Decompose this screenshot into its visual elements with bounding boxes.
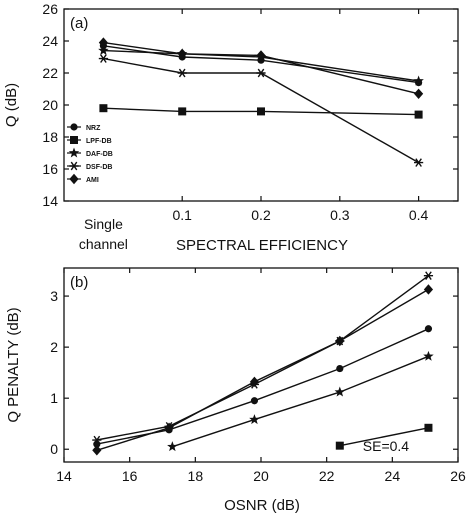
annotation-se: SE=0.4 [363, 438, 410, 454]
data-point-ami [177, 48, 187, 59]
data-point-ami [164, 422, 174, 433]
series-line-lpf-db [339, 427, 429, 447]
series-line-dsf-db [96, 275, 429, 441]
data-point-ami [423, 284, 434, 295]
series-line-daf-db [103, 49, 419, 82]
y-tick-label: 0 [50, 441, 58, 457]
x-tick-label: 14 [56, 468, 72, 484]
data-point-ami [335, 335, 345, 347]
data-point-dsf-db [92, 435, 102, 445]
data-point-dsf-db [98, 54, 108, 63]
panel-label: (b) [70, 274, 88, 291]
data-point-dsf-db [423, 271, 434, 280]
data-point-lpf-db [99, 104, 108, 113]
data-point-daf-db [423, 350, 434, 361]
panel-label: (a) [70, 15, 88, 32]
series-line-lpf-db [103, 107, 419, 116]
legend-marker-nrz [70, 123, 78, 131]
data-point-lpf-db [257, 107, 265, 116]
data-point-ami [92, 445, 102, 456]
x-tick-label: 0.4 [409, 207, 429, 223]
y-tick-label: 24 [42, 33, 58, 49]
x-axis-label: OSNR (dB) [224, 497, 300, 514]
legend-label-lpf-db: LPF-DB [86, 138, 112, 145]
data-point-daf-db [167, 441, 178, 452]
x-tick-label: 20 [253, 468, 269, 484]
x-tick-label: 16 [122, 468, 138, 484]
series-line-nrz [103, 45, 419, 84]
y-tick-label: 26 [42, 1, 58, 17]
legend-label-nrz: NRZ [86, 125, 101, 132]
series-line-ami [103, 41, 419, 95]
x-tick-label: 26 [450, 468, 466, 484]
panel-a-chart: 0.1 0.2 0.3 0.4 14 16 18 20 22 24 26 (a) SPECTRAL EF… [3, 1, 459, 254]
y-tick-label: 1 [50, 390, 58, 406]
x-tick-label: 0.2 [251, 207, 271, 223]
data-point-ami [98, 37, 108, 48]
x-tick-label: 0.1 [172, 207, 192, 223]
legend-label-ami: AMI [86, 177, 99, 184]
y-tick-label: 3 [50, 288, 58, 304]
y-tick-label: 22 [42, 65, 58, 81]
legend-marker-ami [69, 173, 79, 185]
panel-b-chart: 14 16 18 20 22 24 26 0 1 2 3 (b) OSNR (dB) Q PENALTY … [5, 267, 466, 514]
series-line-ami [96, 288, 429, 451]
y-tick-label: 2 [50, 339, 58, 355]
x-tick-label: 18 [188, 468, 204, 484]
legend-marker-lpf-db [70, 136, 78, 144]
data-point-dsf-db [414, 158, 424, 167]
data-point-daf-db [334, 386, 346, 397]
plot-frame [63, 8, 459, 202]
x-axis-label: SPECTRAL EFFICIENCY [176, 237, 348, 254]
y-tick-label: 14 [42, 193, 58, 209]
category-label-single: Single [84, 216, 123, 232]
data-point-ami [256, 50, 266, 61]
x-tick-label: 24 [385, 468, 401, 484]
data-point-daf-db [413, 75, 424, 86]
legend-marker-daf-db [68, 147, 80, 158]
series-line-nrz [96, 328, 429, 445]
data-point-dsf-db [177, 68, 187, 78]
data-point-daf-db [98, 45, 109, 56]
x-tick-label: 0.3 [330, 207, 350, 223]
data-point-nrz [424, 325, 433, 333]
data-point-ami [414, 88, 424, 99]
y-axis-label: Q (dB) [3, 83, 20, 127]
data-point-daf-db [249, 414, 260, 425]
data-point-nrz [336, 364, 344, 373]
series-line-daf-db [172, 355, 429, 448]
data-point-lpf-db [178, 107, 187, 116]
legend-label-daf-db: DAF-DB [86, 151, 113, 158]
series-line-dsf-db [103, 57, 419, 164]
data-point-lpf-db [414, 110, 423, 119]
legend-marker-dsf-db [69, 161, 79, 171]
y-tick-label: 16 [42, 161, 58, 177]
data-point-dsf-db [256, 68, 266, 78]
data-point-lpf-db [424, 423, 433, 432]
data-point-lpf-db [335, 441, 344, 450]
category-label-channel: channel [79, 236, 128, 252]
y-tick-label: 18 [42, 129, 58, 145]
y-tick-label: 20 [42, 97, 58, 113]
legend-label-dsf-db: DSF-DB [86, 164, 112, 171]
y-axis-label: Q PENALTY (dB) [5, 307, 22, 422]
x-tick-label: 22 [319, 468, 335, 484]
data-point-nrz [250, 397, 259, 405]
data-point-ami [249, 376, 260, 388]
